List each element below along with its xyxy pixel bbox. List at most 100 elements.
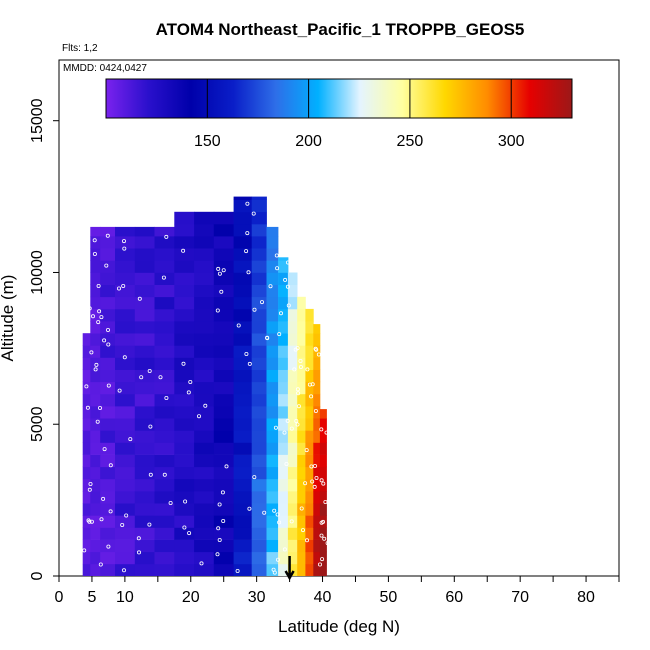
flight-point	[299, 506, 304, 511]
heat-cell	[319, 563, 327, 576]
flight-point	[298, 364, 303, 369]
heat-cell	[134, 442, 155, 455]
heat-cell	[154, 515, 175, 528]
heat-cell	[297, 466, 306, 480]
flight-point	[199, 561, 204, 566]
heat-cell	[251, 478, 267, 492]
flight-point	[309, 464, 314, 469]
heat-cell	[278, 272, 289, 285]
heat-cell	[134, 357, 155, 370]
heat-cell	[174, 236, 195, 249]
heat-cell	[213, 503, 234, 516]
heat-cell	[251, 333, 267, 346]
heat-cell	[100, 406, 116, 419]
heat-cell	[305, 369, 314, 383]
heat-cell	[266, 430, 279, 443]
heat-cell	[154, 393, 175, 407]
heat-cell	[90, 466, 101, 480]
heat-cell	[266, 406, 279, 419]
heat-cell	[134, 333, 155, 346]
heat-cell	[90, 539, 101, 553]
heat-cell	[174, 296, 195, 310]
heat-cell	[305, 430, 314, 443]
heat-cell	[251, 296, 267, 310]
flight-point	[295, 387, 300, 392]
flight-point	[289, 426, 294, 431]
heat-cell	[134, 491, 155, 504]
heat-cell	[174, 284, 195, 298]
flight-point	[314, 475, 319, 480]
heat-cell	[297, 515, 306, 528]
heat-cell	[287, 308, 298, 322]
heat-cell	[174, 223, 195, 237]
heat-cell	[154, 527, 175, 540]
flight-point	[122, 246, 127, 251]
heat-cell	[82, 454, 91, 468]
heat-cell	[154, 418, 175, 431]
heat-cell	[174, 333, 195, 346]
heat-cell	[297, 369, 306, 383]
heat-cell	[194, 478, 215, 492]
heat-cell	[154, 503, 175, 516]
heat-cell	[297, 503, 306, 516]
flight-point	[292, 367, 297, 372]
heat-cell	[115, 478, 136, 492]
heat-cell	[251, 418, 267, 431]
x-axis-label: Latitude (deg N)	[278, 617, 400, 636]
heat-cell	[305, 393, 314, 407]
heat-cell	[90, 333, 101, 346]
heat-cell	[297, 539, 306, 553]
heat-cell	[194, 308, 215, 322]
heat-cell	[251, 563, 267, 576]
heat-cell	[266, 503, 279, 516]
heat-cell	[266, 321, 279, 334]
flight-point	[319, 520, 324, 525]
flight-point	[217, 538, 222, 543]
flight-point	[117, 388, 122, 393]
flight-point	[275, 557, 280, 562]
heat-cell	[194, 515, 215, 528]
heat-cell	[297, 551, 306, 565]
flight-point	[128, 437, 133, 442]
flight-point	[244, 351, 249, 356]
flight-point	[99, 517, 104, 522]
heat-cell	[287, 284, 298, 298]
heat-cell	[154, 478, 175, 492]
flight-point	[316, 352, 321, 357]
flight-point	[215, 308, 220, 313]
colorbar-ticks: 150 200 250 300	[194, 79, 525, 150]
heat-cell	[266, 418, 279, 431]
heat-cell	[115, 503, 136, 516]
heat-cell	[194, 211, 215, 225]
heat-cell	[287, 430, 298, 443]
flight-point	[268, 284, 273, 289]
heat-cell	[100, 551, 116, 565]
flight-point	[87, 487, 92, 492]
heat-cell	[278, 442, 289, 455]
heat-cell	[266, 551, 279, 565]
flight-point	[117, 286, 122, 291]
heat-cell	[278, 260, 289, 273]
flight-point	[147, 368, 152, 373]
flight-point	[309, 394, 314, 399]
heat-cell	[251, 308, 267, 322]
heat-cell	[90, 393, 101, 407]
heat-cell	[134, 539, 155, 553]
heat-cell	[115, 272, 136, 285]
flight-point	[94, 362, 99, 367]
flight-point	[108, 509, 113, 514]
flight-point	[91, 314, 96, 319]
heat-cell	[82, 491, 91, 504]
heat-cell	[115, 333, 136, 346]
flight-point	[102, 338, 107, 343]
flight-point	[203, 403, 208, 408]
flight-point	[120, 523, 125, 528]
heat-cell	[297, 418, 306, 431]
heat-cell	[174, 308, 195, 322]
flight-point	[108, 463, 113, 468]
heat-cell	[319, 539, 327, 553]
heat-cell	[297, 381, 306, 395]
heat-cell	[100, 539, 116, 553]
heat-cell	[251, 491, 267, 504]
heat-cell	[154, 491, 175, 504]
